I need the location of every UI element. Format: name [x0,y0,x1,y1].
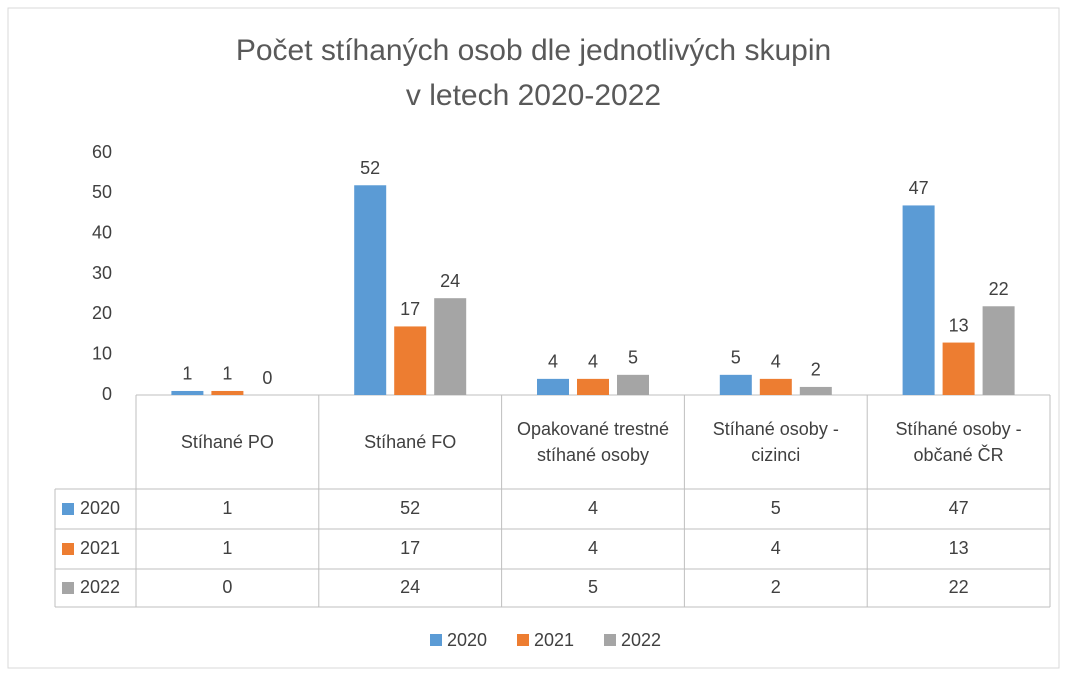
bar [394,326,427,395]
table-cell: 47 [949,498,969,518]
table-cell: 4 [588,538,598,558]
table-cell: 1 [222,538,232,558]
row-header: 2021 [80,538,120,558]
table-cell: 2 [771,577,781,597]
row-header: 2022 [80,577,120,597]
table-cell: 4 [588,498,598,518]
y-tick-label: 40 [92,222,112,242]
bar [354,185,387,395]
category-box: Stíhané osoby - občané ČR [895,419,1022,465]
table-cell: 0 [222,577,232,597]
data-label: 1 [222,364,232,384]
legend-key [604,634,616,646]
bar [902,205,935,395]
x-tick-label: Stíhané FO [364,432,457,452]
table-cell: 4 [771,538,781,558]
y-tick-label: 60 [92,142,112,162]
table-cell: 13 [949,538,969,558]
data-label: 5 [628,348,638,368]
data-label: 4 [548,352,558,372]
bar [942,342,975,395]
legend-key [62,582,74,594]
legend-label: 2022 [621,630,661,650]
table-cell: 1 [222,498,232,518]
legend-label: 2020 [447,630,487,650]
bar [617,374,649,395]
bar [759,378,792,395]
chart-border [7,7,1060,669]
data-label: 1 [182,364,192,384]
legend-key [430,634,442,646]
data-label: 2 [811,360,821,380]
data-label: 4 [588,352,598,372]
bar [537,378,569,395]
data-label: 5 [731,348,741,368]
data-label: 52 [360,158,380,178]
y-tick-label: 50 [92,182,112,202]
data-label: 47 [909,178,929,198]
data-label: 24 [440,271,460,291]
category-box: Stíhané FO [364,432,457,452]
y-tick-label: 30 [92,263,112,283]
y-tick-label: 10 [92,343,112,363]
data-label: 17 [400,299,420,319]
x-tick-label: Stíhané PO [180,432,274,452]
bar [577,378,609,395]
legend-key [62,503,74,515]
x-tick-label: Stíhané osoby - občané ČR [895,419,1022,465]
bar [719,374,752,395]
x-tick-label: Opakované trestné stíhané osoby [516,419,670,465]
bar [171,390,204,395]
table-cell: 24 [400,577,420,597]
category-box: Stíhané osoby - cizinci [712,419,839,465]
data-label: 13 [949,315,969,335]
category-box: Stíhané PO [180,432,274,452]
legend-key [517,634,529,646]
data-label: 4 [771,352,781,372]
category-box: Opakované trestné stíhané osoby [516,419,670,465]
bar [799,386,832,395]
bar [434,298,467,395]
bar [982,306,1015,395]
table-cell: 22 [949,577,969,597]
data-label: 0 [262,368,272,388]
row-header: 2020 [80,498,120,518]
x-tick-label: Stíhané osoby - cizinci [712,419,839,465]
data-label: 22 [989,279,1009,299]
table-cell: 5 [771,498,781,518]
table-cell: 5 [588,577,598,597]
legend-key [62,543,74,555]
bar [211,390,244,395]
y-tick-label: 20 [92,303,112,323]
table-cell: 52 [400,498,420,518]
table-cell: 17 [400,538,420,558]
y-tick-label: 0 [102,384,112,404]
legend-label: 2021 [534,630,574,650]
title-box: Počet stíhaných osob dle jednotlivých sk… [235,34,832,112]
chart-title: Počet stíhaných osob dle jednotlivých sk… [235,34,832,112]
